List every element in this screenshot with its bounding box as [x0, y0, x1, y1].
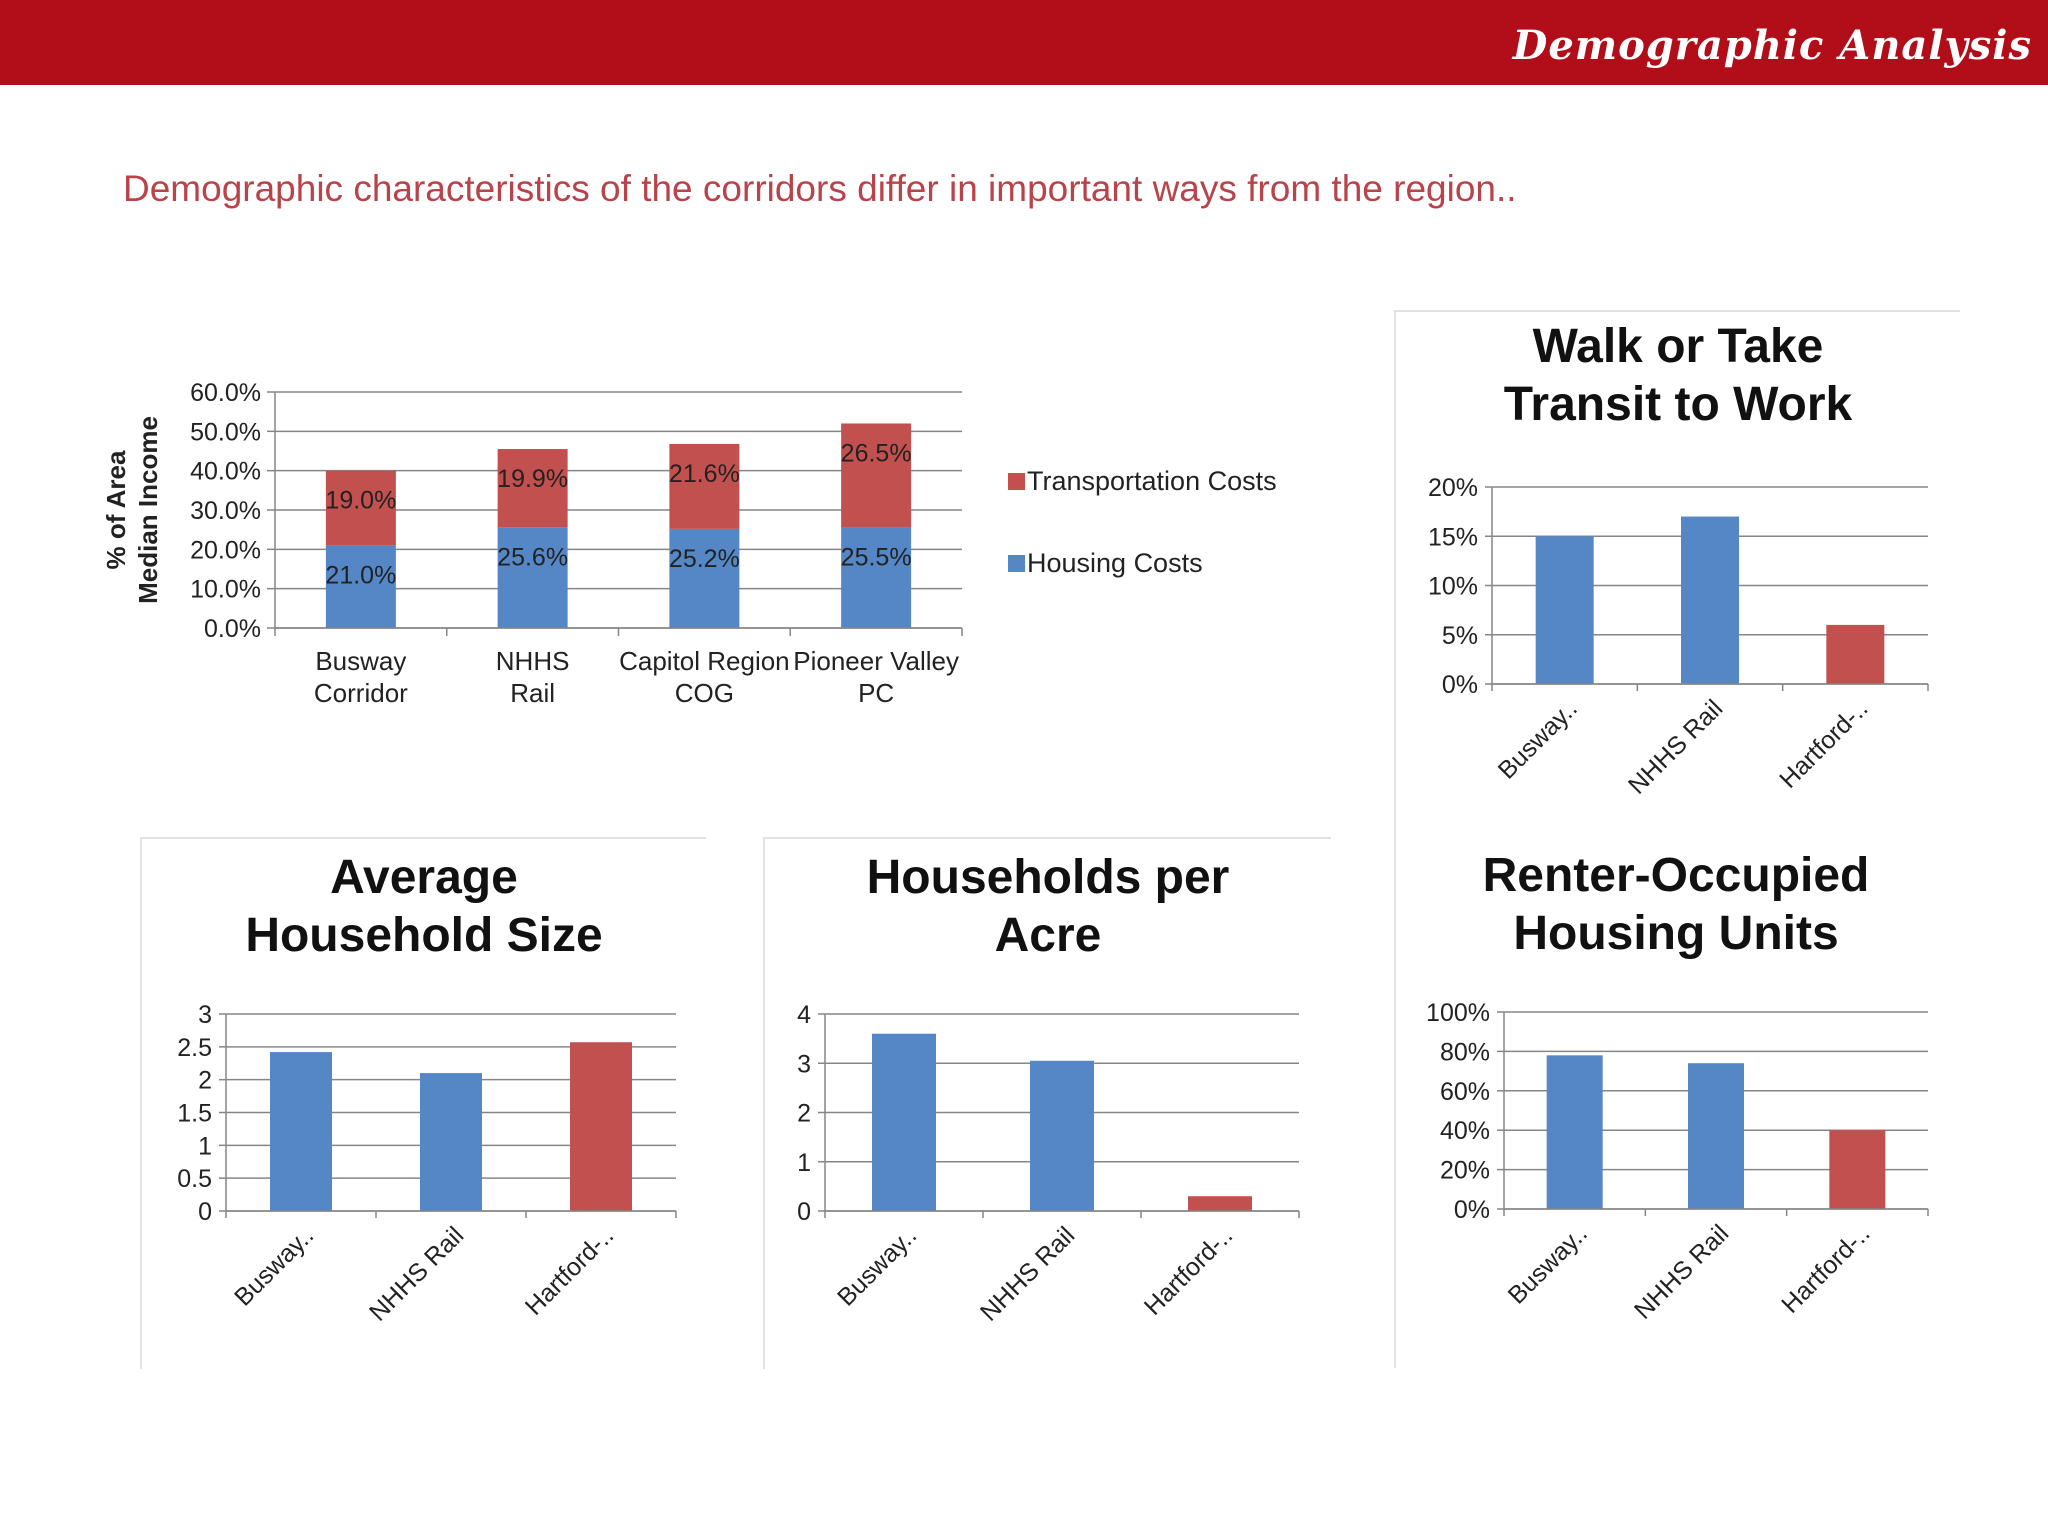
x-category-label: Pioneer Valley PC — [793, 646, 959, 708]
households-per-acre-panel: Households per Acre 0 1 2 3 4 Busway.. NHHS Rail… — [763, 837, 1331, 1369]
y-tick-label: 60.0% — [190, 379, 261, 407]
bar-segment — [325, 470, 396, 546]
y-tick-label: 30.0% — [190, 497, 261, 525]
bar — [1188, 1196, 1252, 1211]
data-label: 26.5% — [841, 439, 912, 467]
y-tick-label: 2 — [198, 1067, 212, 1095]
bar — [1030, 1060, 1094, 1211]
walk-transit-chart: Walk or Take Transit to Work 0% 5% 10% 15% 20%… — [1428, 320, 1929, 800]
y-tick-label: 100% — [1426, 999, 1490, 1027]
renter-occupied-panel: Renter-Occupied Housing Units 0% 20% 40% 60% 8… — [1394, 837, 1958, 1367]
y-tick-label: 1 — [797, 1149, 811, 1177]
legend-swatch — [1008, 555, 1025, 572]
chart-title: Households per Acre — [867, 851, 1230, 962]
bar-segment — [497, 527, 568, 628]
data-label: 19.0% — [325, 487, 396, 515]
data-label: 21.6% — [669, 460, 740, 488]
bar — [1829, 1130, 1886, 1209]
y-tick-label: 5% — [1442, 622, 1478, 650]
bar-segment — [497, 449, 568, 528]
bar — [570, 1042, 632, 1211]
y-tick-label: 20% — [1428, 474, 1478, 502]
legend-swatch — [1008, 473, 1025, 490]
bar-segment — [669, 443, 740, 529]
household-size-chart: Average Household Size 0 0.5 1 1.5 2 2.5 3 Busway… — [177, 851, 677, 1327]
y-tick-label: 40% — [1440, 1117, 1490, 1145]
chart-title: Renter-Occupied Housing Units — [1483, 849, 1870, 960]
y-tick-label: 15% — [1428, 523, 1478, 551]
header-bar: Demographic Analysis — [0, 0, 2048, 85]
x-category-label: Busway Corridor — [314, 646, 408, 708]
x-category-label: NHHS Rail — [496, 646, 570, 708]
y-tick-label: 0.5 — [177, 1165, 212, 1193]
y-tick-label: 40.0% — [190, 458, 261, 486]
y-tick-label: 0.0% — [204, 615, 261, 643]
x-category-label: NHHS Rail — [975, 1221, 1080, 1326]
bar-segment — [841, 527, 912, 628]
bar — [1688, 1063, 1744, 1209]
x-category-label: Busway.. — [229, 1221, 319, 1311]
y-tick-label: 60% — [1440, 1078, 1490, 1106]
bar — [1546, 1055, 1603, 1209]
y-tick-label: 1.5 — [177, 1100, 212, 1128]
data-label: 25.6% — [497, 543, 568, 571]
header-title: Demographic Analysis — [1512, 22, 2032, 69]
household-size-panel: Average Household Size 0 0.5 1 1.5 2 2.5 3 Busway… — [140, 837, 706, 1369]
x-category-label: Busway.. — [1493, 694, 1583, 784]
y-axis-label: % of AreaMedian Income — [101, 416, 163, 604]
x-category-label: NHHS Rail — [364, 1221, 469, 1326]
bar — [1681, 516, 1739, 684]
data-label: 25.2% — [669, 545, 740, 573]
x-category-label: Hartford-.. — [1776, 1219, 1875, 1318]
bar — [420, 1073, 482, 1211]
y-tick-label: 0% — [1454, 1196, 1490, 1224]
data-label: 19.9% — [497, 465, 568, 493]
legend-entry: Transportation Costs — [1027, 466, 1277, 496]
y-tick-label: 0 — [198, 1198, 212, 1226]
y-tick-label: 3 — [198, 1001, 212, 1029]
x-category-label: Busway.. — [1503, 1219, 1593, 1309]
x-category-label: NHHS Rail — [1629, 1219, 1734, 1324]
y-tick-label: 10% — [1428, 573, 1478, 601]
y-tick-label: 2 — [797, 1100, 811, 1128]
data-label: 21.0% — [325, 561, 396, 589]
x-category-label: NHHS Rail — [1623, 694, 1728, 799]
bar — [872, 1033, 936, 1211]
y-tick-label: 10.0% — [190, 576, 261, 604]
bar — [1826, 624, 1885, 684]
slide-subtitle: Demographic characteristics of the corri… — [123, 168, 1517, 209]
y-tick-label: 80% — [1440, 1038, 1490, 1066]
bar-segment — [325, 545, 396, 628]
households-per-acre-chart: Households per Acre 0 1 2 3 4 Busway.. NHHS Rail… — [797, 851, 1300, 1327]
data-label: 25.5% — [841, 544, 912, 572]
bar — [1535, 536, 1594, 684]
bar — [270, 1052, 332, 1211]
bar-segment — [841, 423, 912, 528]
bar-segment — [669, 528, 740, 628]
y-tick-label: 20% — [1440, 1157, 1490, 1185]
y-tick-label: 3 — [797, 1050, 811, 1078]
x-category-label: Busway.. — [832, 1221, 922, 1311]
legend-entry: Housing Costs — [1027, 548, 1203, 578]
walk-transit-panel: Walk or Take Transit to Work 0% 5% 10% 15% 20%… — [1394, 310, 1960, 1368]
x-category-label: Hartford-.. — [520, 1221, 619, 1320]
x-category-label: Capitol Region COG — [619, 646, 790, 708]
y-tick-label: 1 — [198, 1132, 212, 1160]
y-tick-label: 20.0% — [190, 536, 261, 564]
renter-occupied-chart: Renter-Occupied Housing Units 0% 20% 40% 60% 8… — [1426, 849, 1929, 1325]
chart-title: Walk or Take Transit to Work — [1504, 320, 1853, 431]
y-tick-label: 0% — [1442, 671, 1478, 699]
y-tick-label: 4 — [797, 1001, 811, 1029]
y-tick-label: 50.0% — [190, 418, 261, 446]
chart-title: Average Household Size — [245, 851, 602, 962]
stacked-cost-chart: 0.0% 10.0% 20.0% 30.0% 40.0% 50.0% 60.0% 21.0% 1… — [101, 379, 1277, 708]
y-tick-label: 2.5 — [177, 1034, 212, 1062]
y-tick-label: 0 — [797, 1198, 811, 1226]
x-category-label: Hartford-.. — [1774, 694, 1873, 793]
x-category-label: Hartford-.. — [1139, 1221, 1238, 1320]
